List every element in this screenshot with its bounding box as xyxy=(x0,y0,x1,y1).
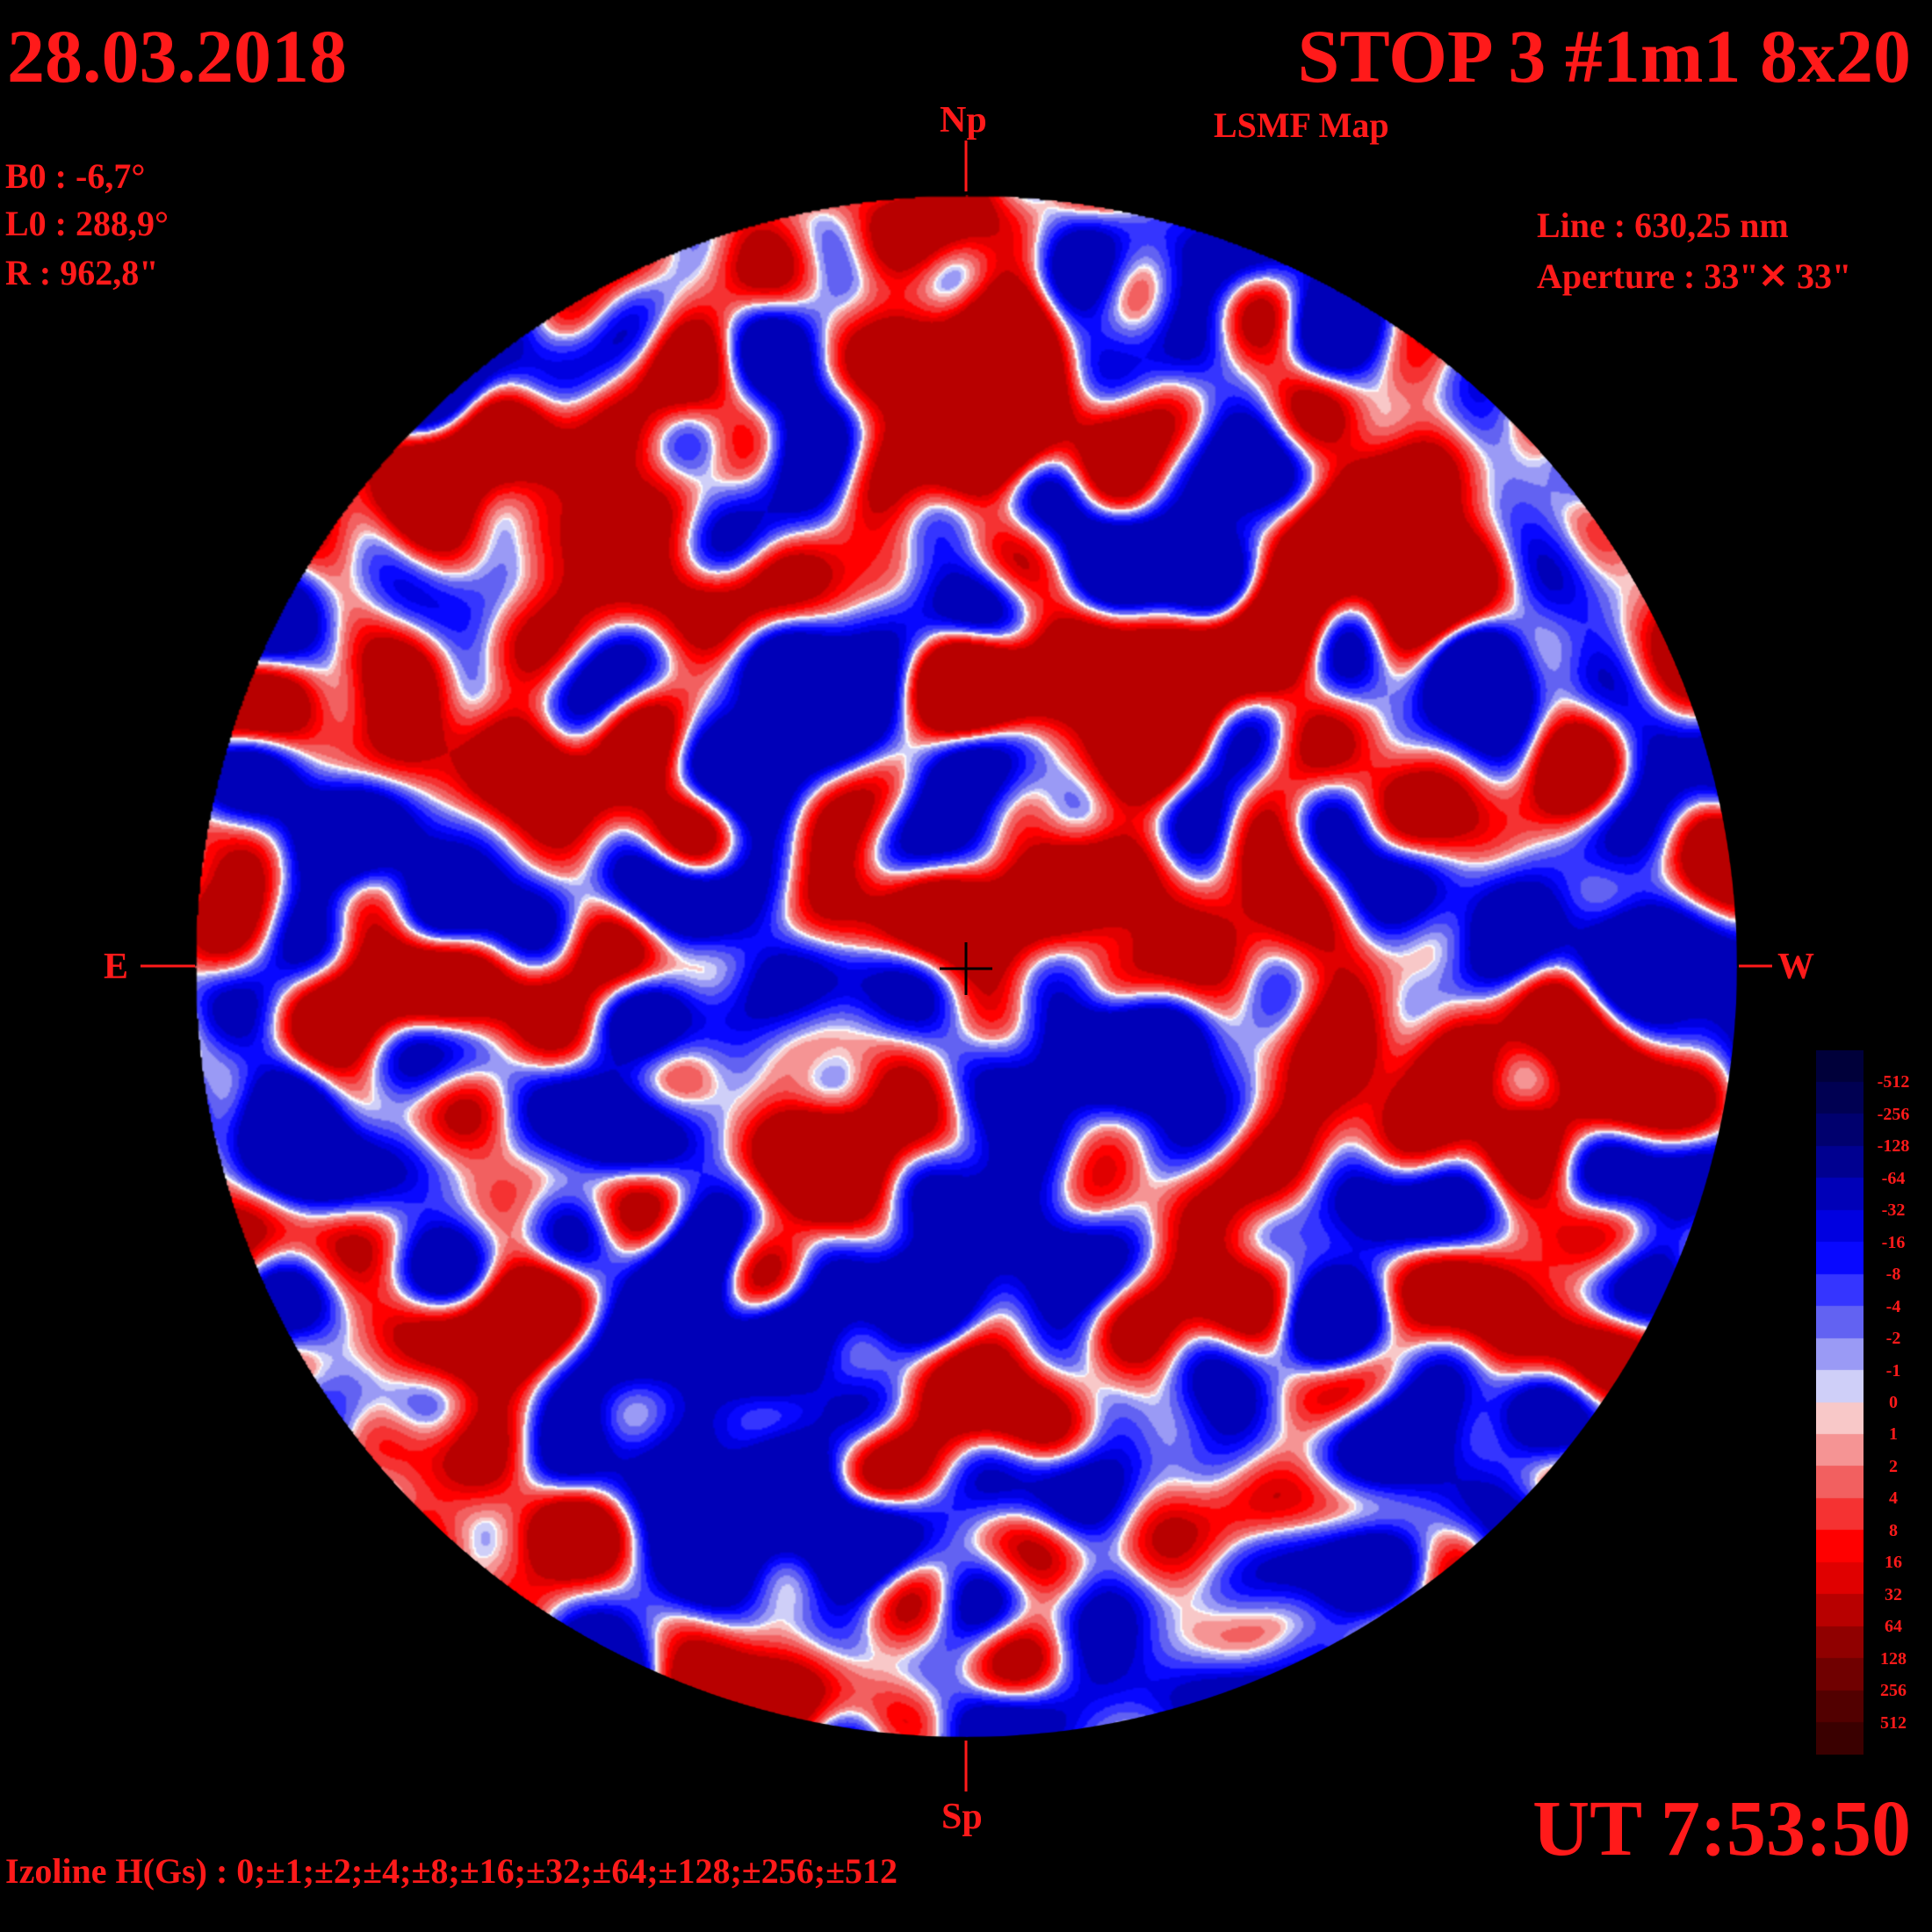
colorbar-label: 128 xyxy=(1880,1648,1907,1669)
south-pole-label: Sp xyxy=(941,1797,983,1837)
map-subtitle: LSMF Map xyxy=(1214,105,1389,145)
colorbar-label: -64 xyxy=(1881,1168,1906,1188)
colorbar-label: -2 xyxy=(1885,1329,1901,1349)
field-strength-colorbar xyxy=(1816,1050,1864,1755)
colorbar-label: 32 xyxy=(1885,1584,1902,1604)
colorbar-label: -128 xyxy=(1877,1136,1910,1157)
colorbar-label: 8 xyxy=(1889,1520,1898,1540)
east-label: E xyxy=(104,947,129,987)
colorbar-label: 1 xyxy=(1889,1424,1898,1445)
colorbar-label: 16 xyxy=(1885,1553,1902,1573)
colorbar-label: 2 xyxy=(1889,1456,1898,1476)
map-title: STOP 3 #1m1 8x20 xyxy=(1297,14,1911,98)
colorbar-label: -512 xyxy=(1877,1072,1910,1092)
west-label: W xyxy=(1777,947,1814,987)
observation-date: 28.03.2018 xyxy=(7,14,347,98)
radius-parameter: R : 962,8" xyxy=(5,253,159,292)
north-pole-label: Np xyxy=(940,100,987,141)
izoline-legend: Izoline H(Gs) : 0;±1;±2;±4;±8;±16;±32;±6… xyxy=(5,1851,898,1891)
colorbar-label: 512 xyxy=(1880,1712,1907,1733)
l0-parameter: L0 : 288,9° xyxy=(5,204,169,243)
colorbar-label: -32 xyxy=(1881,1200,1906,1221)
b0-parameter: B0 : -6,7° xyxy=(5,156,146,196)
aperture-info: Aperture : 33"✕ 33" xyxy=(1537,256,1852,296)
colorbar-label: -256 xyxy=(1877,1104,1910,1124)
colorbar-label: -8 xyxy=(1885,1265,1901,1285)
colorbar-label: 64 xyxy=(1885,1617,1902,1637)
universal-time: UT 7:53:50 xyxy=(1532,1785,1911,1872)
colorbar-label: 4 xyxy=(1889,1489,1898,1509)
colorbar-label: 0 xyxy=(1889,1393,1898,1412)
spectral-line-info: Line : 630,25 nm xyxy=(1537,205,1789,245)
colorbar-label: 256 xyxy=(1880,1681,1907,1701)
colorbar-label: -16 xyxy=(1881,1232,1906,1252)
colorbar-label: -4 xyxy=(1885,1296,1901,1316)
colorbar-label: -1 xyxy=(1885,1360,1901,1381)
